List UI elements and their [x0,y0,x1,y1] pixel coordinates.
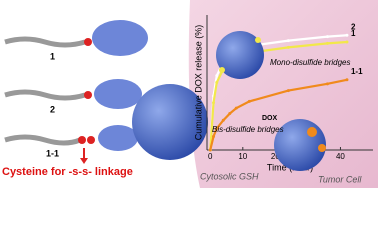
nanoparticle [132,84,208,160]
data-point [215,81,219,84]
x-tick-label: 0 [208,152,213,161]
dox [318,144,326,152]
data-point [215,74,219,78]
cytosol-label: Cytosolic GSH [200,171,259,181]
chain [4,134,81,146]
linker [78,136,86,144]
series-line [209,78,348,151]
linker [84,38,92,46]
data-point [325,35,329,39]
linker [87,136,95,144]
chain [4,36,86,48]
data-point [228,112,232,116]
molecule-label: 2 [50,104,55,114]
molecule-label: 1-1 [46,148,59,158]
cell-label: Tumor Cell [318,174,362,184]
x-tick-label: 10 [238,152,247,161]
dox [255,37,261,43]
dox [219,67,225,73]
bis-label: Bis-disulfide bridges [212,125,284,134]
data-point [325,82,329,86]
data-point [221,118,225,122]
data-point [234,106,238,110]
data-point [212,135,216,138]
peptide [98,125,138,151]
figure: 1 2 1-1 Cysteine for -s-s- linkage Cytos… [0,0,378,188]
data-point [345,33,349,37]
data-point [345,40,349,44]
mono-label: Mono-disulfide bridges [270,58,351,67]
series-label: 1-1 [351,67,363,76]
arrow-head [80,158,88,164]
series-label: 2 [351,22,356,31]
data-point [286,45,290,49]
data-point [212,101,216,105]
chain [4,89,86,101]
molecule-label: 1 [50,51,55,61]
peptide [92,20,148,56]
page: {"left_panel": {"molecule_labels": ["1",… [0,0,378,188]
linker [84,91,92,99]
dox [307,127,317,137]
data-point [286,89,290,93]
data-point [286,39,290,43]
peptide [94,79,142,109]
data-point [325,41,329,45]
x-tick-label: 40 [336,152,345,161]
x-tick-label: 20 [271,152,280,161]
data-point [208,148,212,152]
data-point [247,99,251,103]
dox-label: DOX [262,115,278,122]
series-label: 1 [351,29,356,38]
data-point [345,78,349,82]
y-axis-title: Cumulative DOX release (%) [193,25,203,141]
particle-mono [216,31,264,79]
molecules: 1 2 1-1 Cysteine for -s-s- linkage [2,20,148,178]
caption: Cysteine for -s-s- linkage [2,166,133,178]
data-point [215,126,219,130]
